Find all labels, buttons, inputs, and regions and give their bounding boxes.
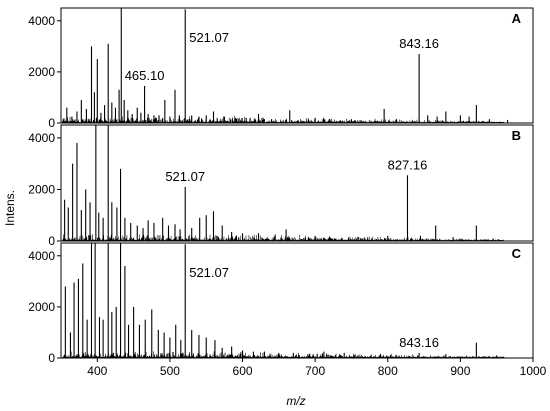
- x-tick-label: 800: [378, 364, 398, 378]
- y-tick-label: 4000: [28, 131, 55, 145]
- x-axis-title: m/z: [286, 394, 305, 408]
- peak-label: 521.07: [189, 265, 229, 280]
- x-tick-label: 600: [233, 364, 253, 378]
- x-tick-label: 700: [305, 364, 325, 378]
- y-axis-title: Intens.: [3, 190, 17, 226]
- x-tick-label: 900: [450, 364, 470, 378]
- y-tick-label: 2000: [28, 65, 55, 79]
- peak-label: 843.16: [399, 335, 439, 350]
- peak-label: 521.07: [189, 30, 229, 45]
- panel-frame: [60, 242, 534, 359]
- x-tick-label: 500: [160, 364, 180, 378]
- x-tick-label: 1000: [520, 364, 547, 378]
- y-tick-label: 0: [48, 351, 55, 365]
- y-tick-label: 4000: [28, 249, 55, 263]
- panel-frame: [60, 7, 534, 124]
- y-tick-label: 2000: [28, 182, 55, 196]
- panel-frame: [60, 124, 534, 242]
- spectrum-panels: 0 2000 4000 A 465.10 521.07 843.16 0 2000 4000 B 52…: [28, 7, 534, 365]
- panel-letter: C: [512, 246, 522, 261]
- peak-label: 827.16: [388, 157, 428, 172]
- baseline-noise: [62, 234, 505, 241]
- y-tick-label: 4000: [28, 14, 55, 28]
- x-axis: 400 500 600 700 800 900 1000: [87, 358, 547, 378]
- y-tick-label: 0: [48, 234, 55, 248]
- peak-label: 465.10: [125, 68, 165, 83]
- peak-label: 521.07: [165, 169, 205, 184]
- spectrum-panel-a: 0 2000 4000 A 465.10 521.07 843.16: [28, 7, 534, 130]
- spectrum-panel-c: 0 2000 4000 C 521.07 843.16: [28, 242, 534, 365]
- peak-label: 843.16: [399, 36, 439, 51]
- panel-letter: B: [512, 128, 521, 143]
- baseline-noise: [62, 115, 505, 123]
- x-tick-label: 400: [87, 364, 107, 378]
- y-tick-label: 0: [48, 116, 55, 130]
- spectrum-panel-b: 0 2000 4000 B 521.07 827.16: [28, 124, 534, 248]
- y-tick-label: 2000: [28, 300, 55, 314]
- panel-letter: A: [512, 11, 522, 26]
